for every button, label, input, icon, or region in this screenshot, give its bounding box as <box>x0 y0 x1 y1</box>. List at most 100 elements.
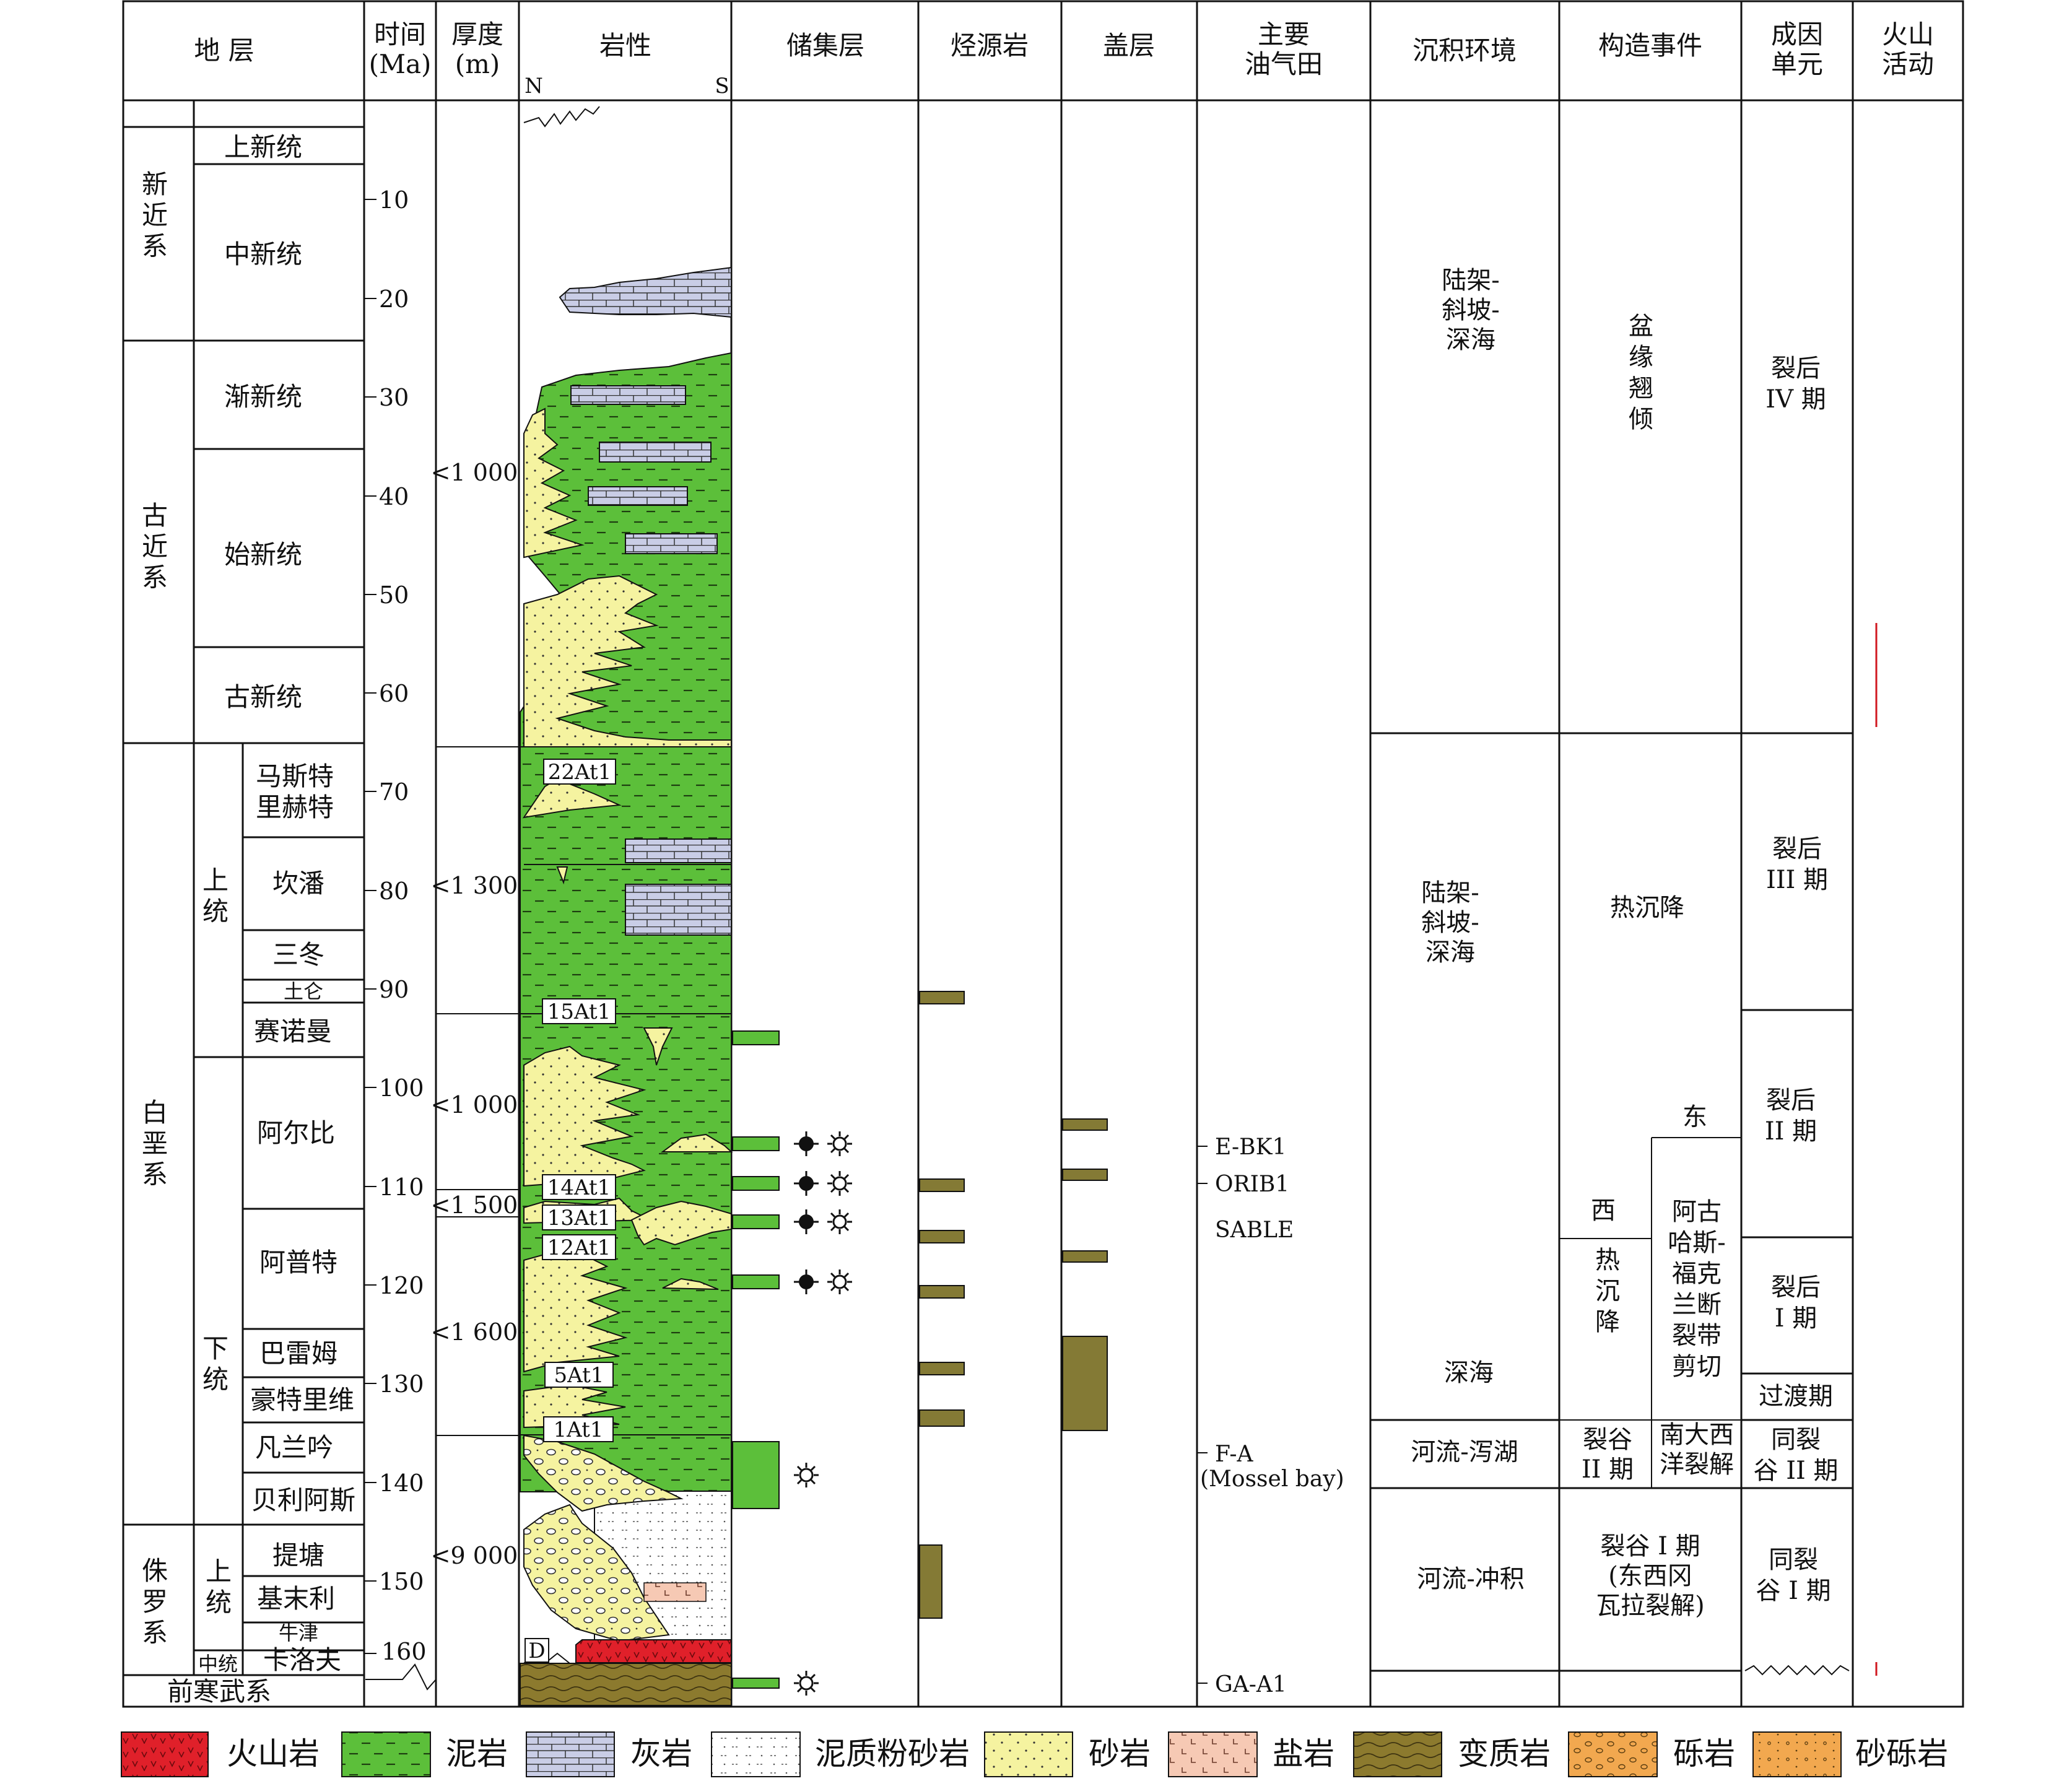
stage-coniacian: 土仑 <box>284 980 323 1003</box>
unit-4-l1: 裂后 <box>1771 1273 1821 1302</box>
system-paleogene-3: 系 <box>142 562 168 593</box>
legend: 火山岩 泥岩 灰岩 泥质粉砂岩 砂岩 盐岩 变质岩 砾岩 砂砾岩 <box>121 1731 1948 1777</box>
sandstone-aptian-lens <box>630 1200 732 1246</box>
legend-swatch-volcanic <box>121 1731 209 1777</box>
stage-valanginian: 凡兰吟 <box>255 1432 333 1463</box>
header-source-rock: 烃源岩 <box>951 30 1029 61</box>
seq-22at1: 22At1 <box>548 760 612 785</box>
thickness-column: <1 000 <1 300 <1 000 <1 500 <1 600 <9 00… <box>431 459 519 1569</box>
source-bar-3 <box>919 1230 965 1243</box>
limestone-eocene-2 <box>588 486 688 506</box>
reservoir-bar-7 <box>732 1678 780 1689</box>
pebbly-sandstone-upper <box>523 1434 684 1512</box>
series-eocene: 始新统 <box>224 539 302 570</box>
unit-2-l2: III 期 <box>1766 866 1828 894</box>
legend-conglomerate: 砾岩 <box>1673 1736 1735 1772</box>
system-cretaceous-1: 白 <box>142 1097 168 1128</box>
metamorphic-basement <box>520 1663 732 1706</box>
tect-7-l3: 瓦拉裂解) <box>1596 1592 1705 1620</box>
tick-30: 30 <box>379 384 409 411</box>
field-gaa1: GA-A1 <box>1215 1672 1287 1697</box>
tect-1-l3: 翘 <box>1629 374 1653 403</box>
tect-4-l2: 哈斯- <box>1668 1229 1726 1257</box>
tick-10: 10 <box>379 186 409 214</box>
series-j-upper-1: 上 <box>206 1556 232 1587</box>
tect-7-l2: (东西冈 <box>1608 1562 1692 1590</box>
tick-50: 50 <box>379 581 409 609</box>
tect-4-l3: 福克 <box>1672 1260 1722 1288</box>
system-jurassic-1: 侏 <box>142 1556 168 1586</box>
field-orib1: ORIB1 <box>1215 1172 1289 1197</box>
sandstone-eocene-paleocene <box>523 575 732 747</box>
system-jurassic-3: 系 <box>142 1618 168 1648</box>
tectonic-column: 盆 缘 翘 倾 热沉降 东 西 热 沉 降 阿古 哈斯- 福克 兰断 裂带 剪切… <box>1559 312 1741 1672</box>
oil-drop-icon <box>794 1131 819 1156</box>
series-j-middle: 中统 <box>198 1652 238 1676</box>
series-k-lower-2: 统 <box>202 1364 229 1395</box>
system-neogene-2: 近 <box>142 200 168 230</box>
oil-gas-indicators <box>794 1131 852 1696</box>
stage-albian: 阿尔比 <box>257 1118 335 1148</box>
thickness-3: <1 000 <box>431 1091 518 1118</box>
tect-3-l2: 沉 <box>1595 1277 1620 1305</box>
stage-tithonian: 提塘 <box>272 1540 324 1570</box>
thickness-2: <1 300 <box>431 872 518 899</box>
tect-1-l4: 倾 <box>1629 405 1653 433</box>
lithology-column: 22At1 15At1 14At1 13At1 12At1 5At1 1At1 … <box>520 106 733 1706</box>
legend-swatch-silty-sandstone <box>711 1731 801 1777</box>
tick-130: 130 <box>379 1370 424 1398</box>
unit-5: 过渡期 <box>1759 1382 1833 1411</box>
env-4: 河流-泻湖 <box>1411 1438 1518 1466</box>
field-sable: SABLE <box>1215 1217 1294 1243</box>
thickness-1: <1 000 <box>431 459 518 486</box>
header-volcanic-2: 活动 <box>1882 49 1934 79</box>
env-1-l3: 深海 <box>1446 326 1495 354</box>
tick-20: 20 <box>379 285 409 313</box>
series-miocene: 中新统 <box>224 239 302 269</box>
tect-west: 西 <box>1591 1196 1616 1225</box>
field-fa-sub: (Mossel bay) <box>1200 1466 1344 1492</box>
stage-aptian: 阿普特 <box>259 1247 337 1278</box>
tect-3-l1: 热 <box>1595 1246 1620 1274</box>
header-fields-2: 油气田 <box>1245 49 1323 79</box>
oil-fields-column: E-BK1 ORIB1 SABLE F-A (Mossel bay) GA-A1 <box>1197 1134 1344 1697</box>
unit-6-l2: 谷 II 期 <box>1753 1457 1838 1485</box>
legend-swatch-limestone <box>526 1731 615 1777</box>
header-seal: 盖层 <box>1103 30 1155 61</box>
seq-14at1: 14At1 <box>547 1175 611 1200</box>
limestone-eocene-1 <box>599 442 712 463</box>
header-unit-2: 单元 <box>1771 49 1823 79</box>
sandstone-lens-cenomanian <box>643 1027 673 1066</box>
column-headers: 地 层 时间 (Ma) 厚度 (m) 岩性 N S 储集层 烃源岩 盖层 主要 … <box>194 19 1934 98</box>
stage-cenomanian: 赛诺曼 <box>254 1016 332 1047</box>
env-5: 河流-冲积 <box>1417 1565 1525 1593</box>
legend-swatch-metamorphic <box>1353 1731 1442 1777</box>
unit-4-l2: I 期 <box>1775 1304 1817 1333</box>
source-rock-column <box>919 991 965 1619</box>
series-k-lower-1: 下 <box>202 1333 229 1364</box>
limestone-campanian-2 <box>625 884 732 936</box>
stage-oxfordian: 牛津 <box>279 1621 318 1645</box>
unit-6-l1: 同裂 <box>1771 1426 1821 1454</box>
env-1-l2: 斜坡- <box>1442 296 1500 324</box>
legend-limestone: 灰岩 <box>630 1736 692 1772</box>
limestone-oligocene <box>570 385 686 405</box>
tect-1-l1: 盆 <box>1629 312 1653 341</box>
system-paleogene-2: 近 <box>142 531 168 562</box>
tect-4-l4: 兰断 <box>1672 1291 1722 1319</box>
header-north: N <box>525 74 543 98</box>
unconformity-top <box>523 106 600 128</box>
legend-swatch-mudstone <box>341 1731 431 1777</box>
env-2-l2: 斜坡- <box>1421 908 1479 937</box>
sandstone-lens-aptian <box>662 1278 719 1290</box>
tick-160: 160 <box>381 1638 427 1665</box>
env-1-l1: 陆架- <box>1442 266 1500 295</box>
legend-salt: 盐岩 <box>1273 1736 1334 1772</box>
reservoir-bar-3 <box>732 1176 780 1191</box>
tect-4-l1: 阿古 <box>1672 1198 1722 1226</box>
seq-13at1: 13At1 <box>547 1206 611 1230</box>
system-neogene-3: 系 <box>142 231 168 261</box>
header-reservoir: 储集层 <box>786 30 864 61</box>
stage-santonian: 三冬 <box>272 939 324 970</box>
tick-90: 90 <box>379 976 409 1003</box>
